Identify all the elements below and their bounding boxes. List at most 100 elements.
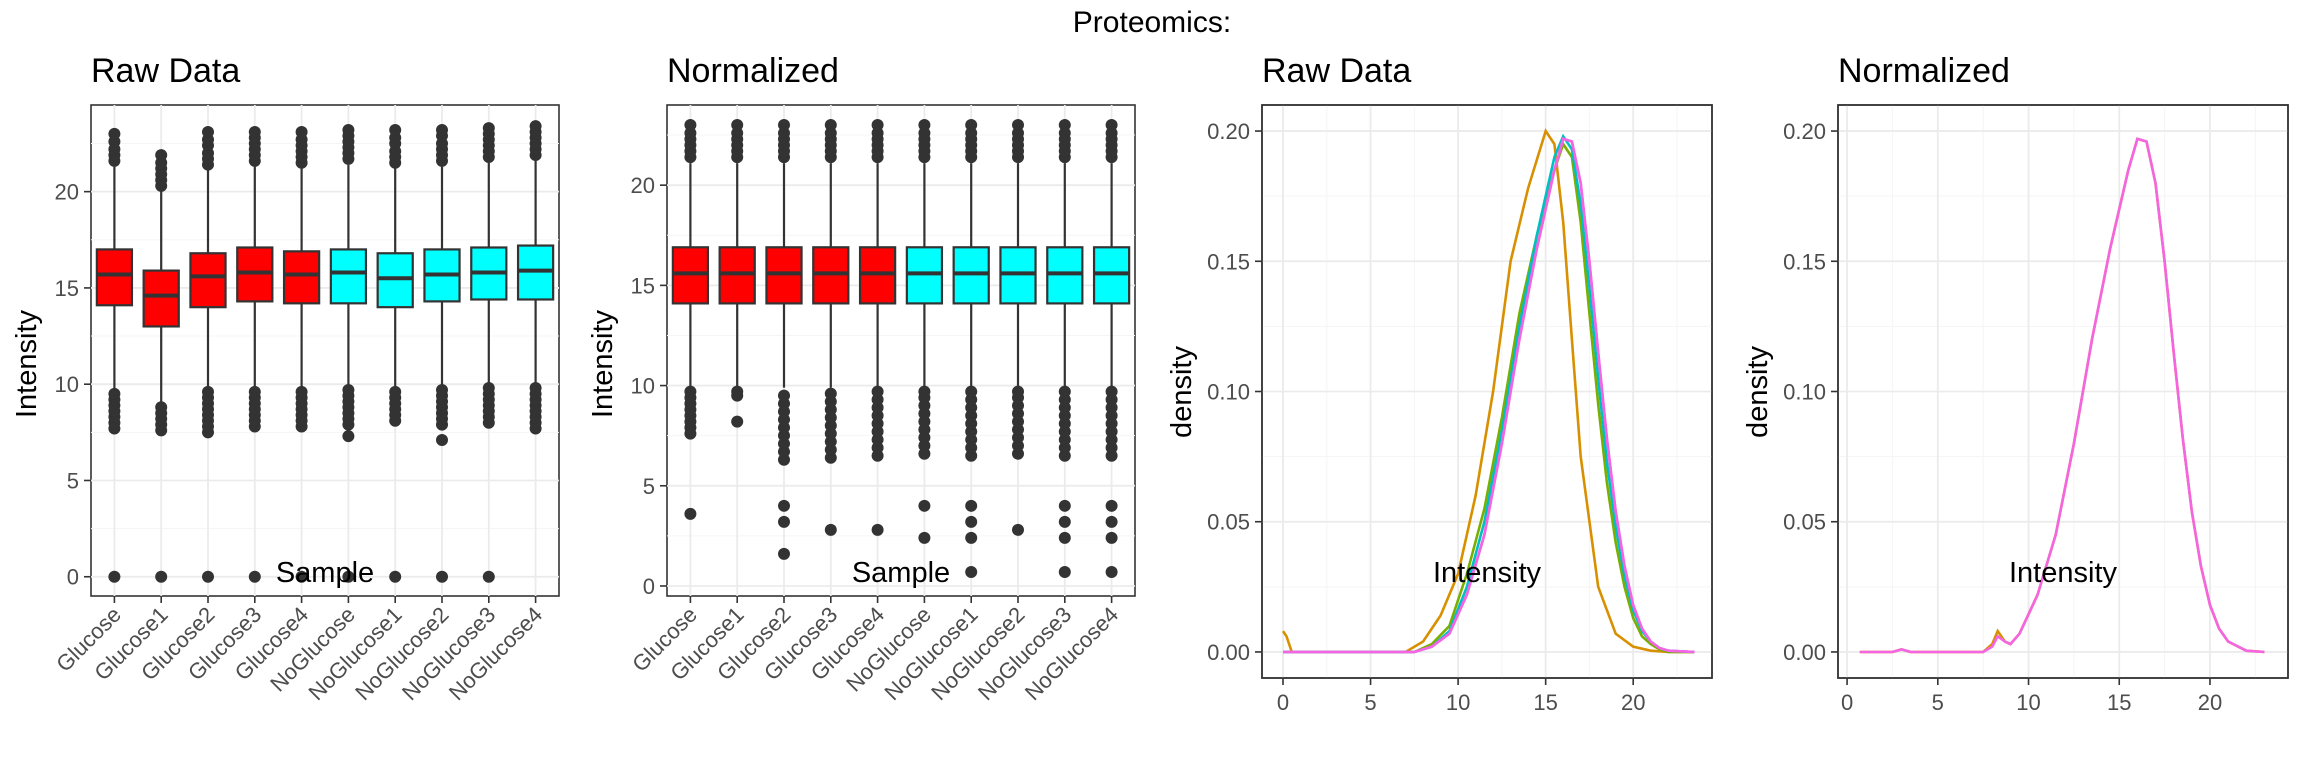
outlier-point (778, 389, 790, 402)
outlier-point (295, 385, 308, 398)
normalized-density-xtick-label: 10 (2016, 690, 2040, 715)
outlier-point (108, 387, 121, 400)
outlier-point (731, 119, 744, 132)
raw-boxplot-box-Glucose3 (236, 125, 274, 583)
raw-density-xtick-label: 15 (1533, 690, 1557, 715)
outlier-point (778, 499, 790, 512)
box-iqr (95, 248, 134, 307)
outlier-point (108, 127, 121, 140)
normalized-boxplot-box-NoGlucose (905, 119, 944, 544)
outlier-point (1105, 385, 1118, 398)
outlier-point (965, 531, 978, 544)
outlier-point (248, 385, 261, 398)
normalized-boxplot-ytick-label: 10 (631, 374, 655, 399)
box-iqr (812, 246, 850, 305)
outlier-point (731, 385, 744, 398)
outlier-point (965, 119, 978, 132)
outlier-point (1105, 531, 1118, 544)
outlier-point (731, 415, 744, 428)
outlier-point (1058, 565, 1071, 578)
normalized-boxplot-box-Glucose4 (858, 119, 897, 536)
raw-boxplot-ytick-label: 15 (55, 276, 79, 301)
box-iqr (1046, 246, 1084, 305)
box-iqr (718, 246, 756, 305)
box-iqr (671, 246, 710, 305)
outlier-point (684, 119, 697, 132)
outlier-point (202, 125, 214, 138)
normalized-density-panel: 0 5 10 15 20 0.00 0.05 0.10 0.15 0.20 Normalized In… (1742, 52, 2289, 715)
outlier-point (1105, 515, 1118, 528)
outlier-point (248, 570, 261, 583)
outlier-point (342, 124, 355, 137)
normalized-density-ytick-label: 0.05 (1783, 510, 1826, 535)
outlier-point (482, 570, 495, 583)
raw-density-frame (1261, 104, 1713, 679)
raw-density-series-line-2 (1283, 141, 1695, 654)
raw-density-ytick-label: 0.20 (1207, 119, 1250, 144)
outlier-point (529, 382, 542, 395)
box-iqr (1092, 246, 1131, 305)
outlier-point (389, 570, 402, 583)
raw-density-xtick-label: 10 (1446, 690, 1470, 715)
outlier-point (436, 570, 448, 583)
outlier-point (1058, 515, 1071, 528)
raw-boxplot-box-NoGlucose1 (376, 124, 414, 583)
raw-density-ytick-label: 0.05 (1207, 510, 1250, 535)
outlier-point (684, 507, 697, 520)
raw-density-xtick-label: 20 (1621, 690, 1645, 715)
raw-boxplot-ytick-label: 20 (55, 180, 79, 205)
outlier-point (248, 125, 261, 138)
normalized-boxplot-xlabel: Sample (852, 557, 950, 589)
box-iqr (142, 269, 180, 328)
raw-boxplot-box-NoGlucose2 (423, 124, 461, 583)
outlier-point (1058, 531, 1071, 544)
outlier-point (918, 119, 931, 132)
outlier-point (482, 122, 495, 135)
box-iqr (858, 246, 897, 305)
normalized-boxplot-box-NoGlucose3 (1046, 119, 1084, 578)
outlier-point (295, 570, 308, 583)
outlier-point (1058, 499, 1071, 512)
box-iqr (999, 246, 1037, 305)
figure-suptitle: Proteomics: (1073, 6, 1231, 39)
outlier-point (342, 383, 355, 396)
raw-boxplot-title: Raw Data (91, 52, 240, 90)
raw-boxplot-box-Glucose2 (189, 125, 227, 583)
normalized-density-ylabel: density (1742, 346, 1774, 438)
normalized-boxplot-box-Glucose3 (812, 119, 850, 536)
outlier-point (1105, 565, 1118, 578)
normalized-boxplot-box-NoGlucose4 (1092, 119, 1131, 578)
raw-density-xlabel: Intensity (1433, 557, 1541, 589)
outlier-point (871, 523, 884, 536)
outlier-point (1012, 523, 1024, 536)
normalized-density-xtick-label: 5 (1932, 690, 1944, 715)
outlier-point (965, 385, 978, 398)
raw-boxplot-plot-area (90, 104, 560, 597)
outlier-point (482, 382, 495, 395)
outlier-point (824, 387, 837, 400)
normalized-density-title: Normalized (1838, 52, 2010, 90)
outlier-point (389, 124, 402, 137)
outlier-point (824, 119, 837, 132)
outlier-point (778, 547, 790, 560)
normalized-boxplot-box-Glucose (671, 119, 710, 520)
outlier-point (918, 531, 931, 544)
raw-boxplot-box-Glucose (95, 127, 134, 583)
outlier-point (342, 570, 355, 583)
normalized-boxplot-panel: 05101520GlucoseGlucose1Glucose2Glucose3G… (587, 52, 1136, 705)
normalized-boxplot-box-NoGlucose2 (999, 119, 1037, 536)
box-iqr (765, 246, 803, 305)
raw-density-ytick-label: 0.15 (1207, 249, 1250, 274)
normalized-boxplot-ytick-label: 0 (643, 574, 655, 599)
normalized-density-frame (1837, 104, 2289, 679)
raw-density-panel: 0 5 10 15 20 0.00 0.05 0.10 0.15 0.20 Raw Data Inte… (1166, 52, 1713, 715)
outlier-point (778, 119, 790, 132)
outlier-point (1012, 385, 1024, 398)
outlier-point (342, 430, 355, 443)
outlier-point (918, 385, 931, 398)
outlier-point (965, 515, 978, 528)
box-iqr (905, 246, 944, 305)
raw-density-ylabel: density (1166, 346, 1198, 438)
raw-boxplot-xlabel: Sample (276, 557, 374, 589)
